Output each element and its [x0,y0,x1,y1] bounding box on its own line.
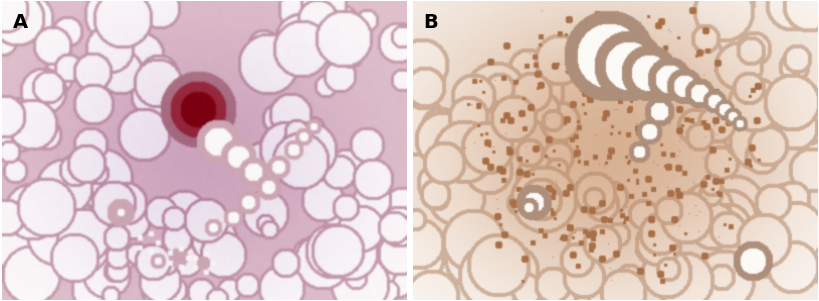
Text: A: A [12,13,28,32]
Text: B: B [423,13,437,32]
